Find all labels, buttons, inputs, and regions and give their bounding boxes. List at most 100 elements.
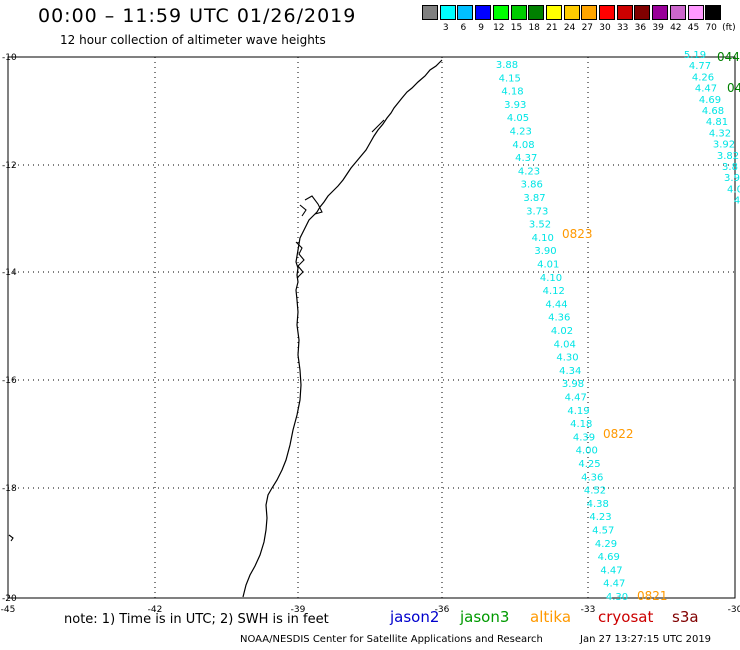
legend-label: 27 xyxy=(581,23,594,33)
footer-note: note: 1) Time is in UTC; 2) SWH is in fe… xyxy=(64,612,329,627)
swh-value-label: 4.69 xyxy=(598,552,620,563)
legend-swatch xyxy=(652,5,669,20)
swh-value-label: 4.36 xyxy=(548,313,570,324)
swh-value-label: 3.88 xyxy=(496,60,518,71)
swh-value-label: 4.25 xyxy=(578,459,600,470)
swh-value-label: 4.34 xyxy=(559,366,581,377)
legend-label: 18 xyxy=(528,23,540,33)
swh-value-label: 4.12 xyxy=(543,286,565,297)
legend-label: 9 xyxy=(478,23,484,33)
swh-value-label: 4.32 xyxy=(709,128,731,139)
legend-label: 33 xyxy=(616,23,629,33)
swh-value-label: 4.81 xyxy=(706,117,728,128)
lon-tick-label: -33 xyxy=(581,605,596,615)
coastline-islands xyxy=(8,119,385,542)
swh-value-label: 4.47 xyxy=(565,393,587,404)
swh-value-label: 4.23 xyxy=(518,166,540,177)
swh-value-label: 4.23 xyxy=(510,127,532,138)
legend-swatch xyxy=(510,5,527,20)
swh-value-label: 4.69 xyxy=(699,95,721,106)
swh-value-label: 4.37 xyxy=(515,153,537,164)
swh-value-label: 4.44 xyxy=(545,299,567,310)
swh-value-label: 3.9 xyxy=(724,173,740,184)
swh-value-label: 3.82 xyxy=(717,151,739,162)
swh-value-label: 4.38 xyxy=(587,499,609,510)
lat-tick-label: -14 xyxy=(2,268,17,278)
legend-label: 45 xyxy=(687,23,700,33)
lat-tick-label: -18 xyxy=(2,484,17,494)
altimeter-track-main: 3.88 4.15 4.18 3.93 4.05 4.23 4.08 4.37 4.23 3.86… xyxy=(496,60,628,603)
swh-value-label: 4.08 xyxy=(512,140,534,151)
legend-label: 21 xyxy=(546,23,558,33)
satellite-legend-item: jason2 xyxy=(390,608,440,626)
legend-swatch xyxy=(634,5,651,20)
swh-value-label: 4.47 xyxy=(695,84,717,95)
swh-value-label: 4.00 xyxy=(576,446,598,457)
swh-value-label: 4.57 xyxy=(592,526,614,537)
lon-tick-label: -45 xyxy=(1,605,16,615)
swh-value-label: 4.19 xyxy=(567,406,589,417)
lon-tick-label: -36 xyxy=(435,605,450,615)
pass-time-label: 0823 xyxy=(562,227,593,241)
swh-value-label: 4.15 xyxy=(499,73,521,84)
swh-value-label: 3.90 xyxy=(534,246,556,257)
swh-value-label: 4.52 xyxy=(584,486,606,497)
legend-swatch xyxy=(422,5,438,20)
pass-time-label: 0821 xyxy=(637,589,668,603)
swh-value-label: 5.19 xyxy=(684,50,706,61)
swh-value-label: 4.68 xyxy=(702,106,724,117)
legend-swatch xyxy=(492,5,509,20)
satellite-legend-item: s3a xyxy=(672,608,699,626)
lon-tick-label: -39 xyxy=(291,605,306,615)
generation-timestamp: Jan 27 13:27:15 UTC 2019 xyxy=(580,634,712,645)
lat-tick-label: -10 xyxy=(2,53,17,63)
swh-value-label: 4.01 xyxy=(537,260,559,271)
swh-value-label: 4.04 xyxy=(554,339,576,350)
legend-label: 70 xyxy=(705,23,717,33)
lon-tick-label: -42 xyxy=(148,605,163,615)
swh-value-label: 4.26 xyxy=(692,72,714,83)
legend-label: (ft) xyxy=(722,23,736,33)
legend-swatch xyxy=(528,5,545,20)
lat-tick-label: -16 xyxy=(2,376,17,386)
swh-value-label: 4.39 xyxy=(573,432,595,443)
swh-value-label: 3.92 xyxy=(713,140,735,151)
swh-value-label: 4.77 xyxy=(689,61,711,72)
legend-label: 6 xyxy=(460,23,467,33)
legend-swatch xyxy=(581,5,598,20)
legend-label: 12 xyxy=(493,23,505,33)
legend-swatch xyxy=(687,5,704,20)
swh-value-label: 4.05 xyxy=(507,113,529,124)
swh-value-label: 4.18 xyxy=(570,419,592,430)
swh-value-label: 4.10 xyxy=(532,233,554,244)
lat-tick-label: -12 xyxy=(2,161,17,171)
legend-swatch xyxy=(669,5,686,20)
legend-label: 30 xyxy=(599,23,611,33)
coastline xyxy=(242,59,443,598)
legend-label: 3 xyxy=(442,23,449,33)
coordinate-labels: -45 -42 -39 -36 -33 -30 -10 -12 -14 -16 -18 -20 xyxy=(1,53,740,615)
swh-value-label: 4.18 xyxy=(501,87,523,98)
legend-swatch xyxy=(475,5,492,20)
map-frame xyxy=(7,56,736,599)
swh-value-label: 4.47 xyxy=(600,565,622,576)
pass-time-labels: 0823 0822 0821 044 04 xyxy=(562,50,740,603)
pass-time-label: 04 xyxy=(727,81,740,95)
swh-value-label: 4.23 xyxy=(589,512,611,523)
legend-label: 42 xyxy=(670,23,682,33)
legend-label: 39 xyxy=(652,23,664,33)
legend-swatch xyxy=(545,5,562,20)
pass-time-label: 0822 xyxy=(603,427,634,441)
satellite-legend-item: cryosat xyxy=(598,608,654,626)
swh-value-label: 3.73 xyxy=(526,206,548,217)
swh-value-label: 3.87 xyxy=(523,193,545,204)
legend-label: 36 xyxy=(634,23,647,33)
swh-value-label: 3.86 xyxy=(521,180,543,191)
legend-label: 24 xyxy=(563,23,576,33)
swh-value-label: 4 xyxy=(734,196,740,207)
satellite-legend-item: jason3 xyxy=(460,608,510,626)
swh-value-label: 3.52 xyxy=(529,220,551,231)
altimeter-track-secondary: 5.194.774.264.474.694.684.814.323.923.82… xyxy=(684,50,740,207)
graticule xyxy=(8,57,735,598)
